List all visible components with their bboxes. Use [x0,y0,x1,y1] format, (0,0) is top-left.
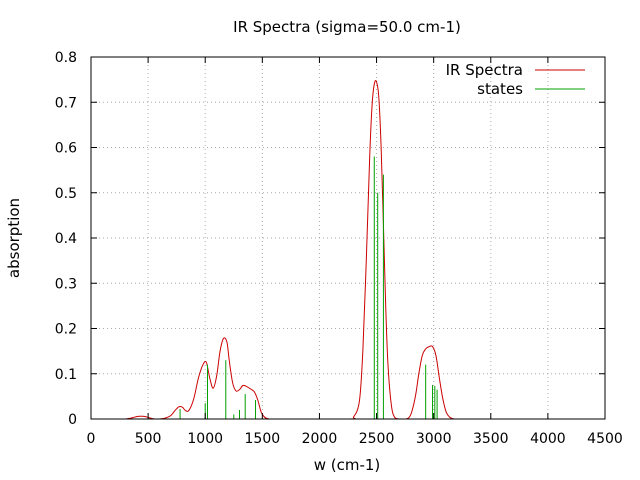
x-axis-label: w (cm-1) [314,456,381,474]
y-tick-label: 0.1 [55,367,77,383]
chart-title: IR Spectra (sigma=50.0 cm-1) [233,18,461,36]
grid-lines [91,57,605,419]
x-tick-label: 3000 [416,431,452,447]
x-tick-label: 0 [87,431,96,447]
x-tick-label: 4500 [587,431,623,447]
y-tick-label: 0.6 [55,141,77,157]
y-axis-label: absorption [5,198,23,278]
x-tick-label: 500 [135,431,162,447]
y-tick-label: 0.3 [55,276,77,292]
legend-label: IR Spectra [446,61,523,79]
y-tick-label: 0 [68,412,77,428]
x-tick-label: 2500 [359,431,395,447]
x-tick-label: 4000 [530,431,566,447]
series-layer [125,80,463,420]
x-tick-label: 1500 [245,431,281,447]
y-tick-label: 0.5 [55,186,77,202]
y-tick-label: 0.8 [55,50,77,66]
y-tick-label: 0.4 [55,231,77,247]
x-tick-label: 1000 [187,431,223,447]
legend-label: states [477,80,523,98]
tick-layer: 0 500 1000 1500 2000 2500 3000 3500 4000 4500 0 0.1… [55,50,623,447]
y-tick-label: 0.2 [55,322,77,338]
y-tick-label: 0.7 [55,95,77,111]
x-tick-label: 3500 [473,431,509,447]
x-tick-label: 2000 [302,431,338,447]
ir-spectra-line [125,80,463,420]
